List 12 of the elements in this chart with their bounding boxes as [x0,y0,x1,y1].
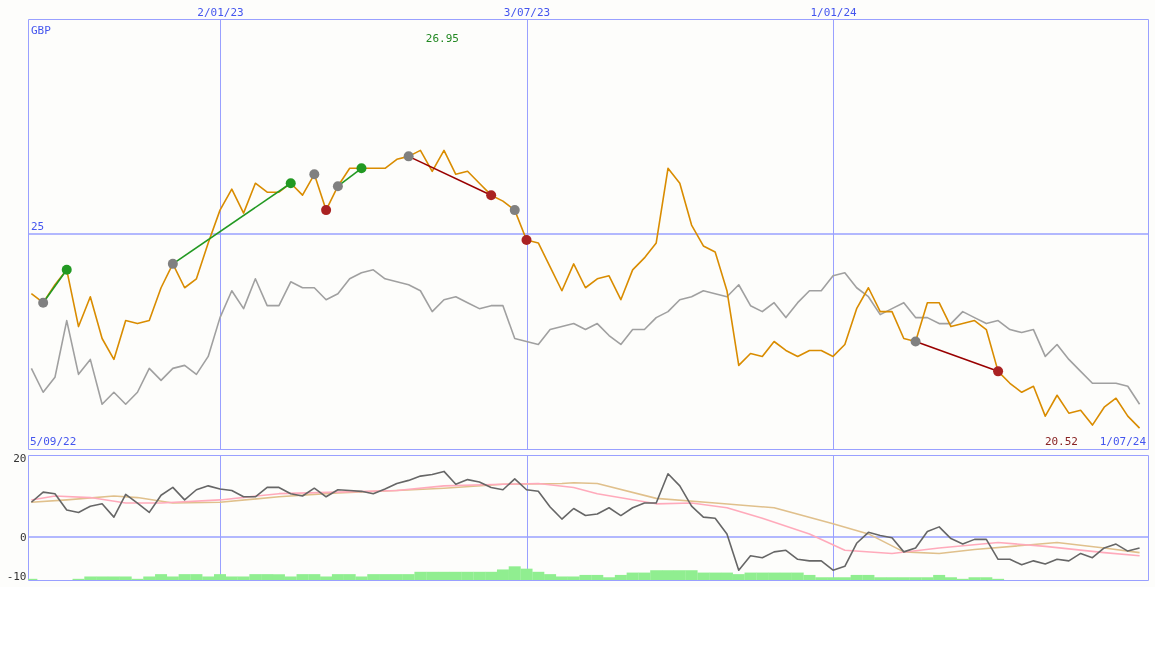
annotation: 1/07/24 [1099,435,1147,448]
annotation: 5/09/22 [30,435,77,448]
y-tick-label: 20 [13,452,27,466]
x-tick-label: 2/01/23 [197,5,244,19]
annotation: 25 [31,220,45,233]
x-tick-label: 1/01/24 [810,5,858,19]
text: GBP [31,24,52,37]
y-tick-label: -10 [6,569,27,583]
annotation: 20.52 [1044,435,1078,448]
y-tick-label: 0 [19,530,27,544]
x-tick-label: 3/07/23 [503,5,551,19]
text: 26.95 [425,32,459,45]
